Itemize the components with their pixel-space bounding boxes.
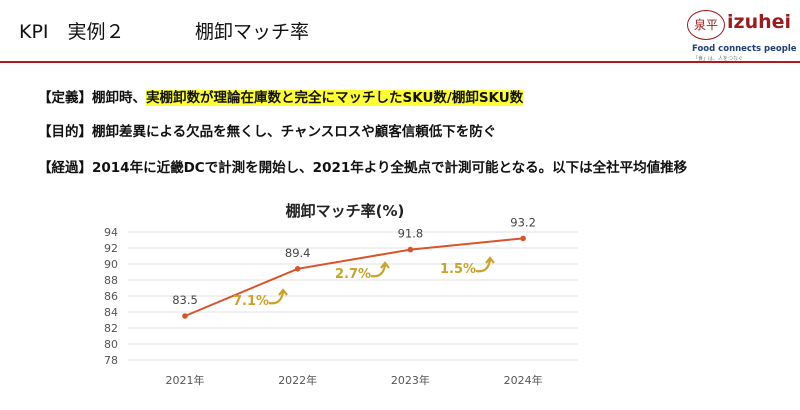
kpi-label: KPI 実例２ <box>19 21 125 43</box>
definition-prefix: 棚卸時、 <box>92 90 146 106</box>
growth-annotation: 1.5% <box>440 262 476 277</box>
data-point <box>294 266 301 272</box>
up-arrow-head-icon <box>278 288 288 296</box>
data-label: 89.4 <box>285 246 311 260</box>
up-arrow-icon <box>370 264 387 278</box>
logo-mark: 泉平 <box>687 10 725 40</box>
y-tick-label: 90 <box>104 258 118 271</box>
growth-annotation: 2.7% <box>335 267 371 282</box>
data-point <box>407 246 414 253</box>
company-logo: 泉平 izuhei Food connects people 「食」は、人をつな… <box>680 6 797 64</box>
up-arrow-head-icon <box>380 261 390 269</box>
y-tick-label: 78 <box>104 354 118 367</box>
series-line <box>184 237 524 317</box>
logo-subtagline: 「食」は、人をつなぐ <box>693 56 744 62</box>
growth-annotation: 7.1% <box>233 294 269 309</box>
purpose-label: 【目的】 <box>38 124 92 140</box>
y-tick-label: 86 <box>104 290 118 303</box>
x-tick-label: 2021年 <box>166 373 205 387</box>
x-tick-label: 2024年 <box>504 373 543 387</box>
history-label: 【経過】 <box>38 160 92 176</box>
logo-word: izuhei <box>727 11 792 33</box>
y-tick-label: 92 <box>104 242 118 255</box>
purpose-text: 棚卸差異による欠品を無くし、チャンスロスや顧客信頼低下を防ぐ <box>92 124 497 140</box>
definition-label: 【定義】 <box>38 90 92 106</box>
data-point <box>182 313 188 319</box>
data-point <box>520 235 526 242</box>
y-tick-label: 82 <box>104 322 118 335</box>
data-label: 93.2 <box>510 215 536 229</box>
chart-title: 棚卸マッチ率(%) <box>286 202 405 220</box>
definition-highlight: 実棚卸数が理論在庫数と完全にマッチしたSKU数/棚卸SKU数 <box>146 90 524 106</box>
data-label: 83.5 <box>172 293 198 307</box>
page-title: 棚卸マッチ率 <box>195 21 310 43</box>
definition-line: 【定義】棚卸時、実棚卸数が理論在庫数と完全にマッチしたSKU数/棚卸SKU数 <box>38 86 524 106</box>
history-line: 【経過】2014年に近畿DCで計測を開始し、2021年より全拠点で計測可能となる… <box>38 156 687 176</box>
header-divider <box>0 61 800 63</box>
logo-tagline: Food connects people <box>692 44 797 54</box>
y-tick-label: 84 <box>104 306 118 319</box>
y-tick-label: 88 <box>104 274 118 287</box>
up-arrow-head-icon <box>485 256 495 264</box>
history-text: 2014年に近畿DCで計測を開始し、2021年より全拠点で計測可能となる。以下は… <box>92 160 688 176</box>
x-tick-label: 2023年 <box>391 373 430 387</box>
up-arrow-icon <box>268 291 285 305</box>
x-tick-label: 2022年 <box>278 373 317 387</box>
y-tick-label: 94 <box>104 226 118 239</box>
y-tick-label: 80 <box>104 338 118 351</box>
up-arrow-icon <box>475 259 492 273</box>
purpose-line: 【目的】棚卸差異による欠品を無くし、チャンスロスや顧客信頼低下を防ぐ <box>38 120 496 140</box>
data-label: 91.8 <box>398 227 424 241</box>
